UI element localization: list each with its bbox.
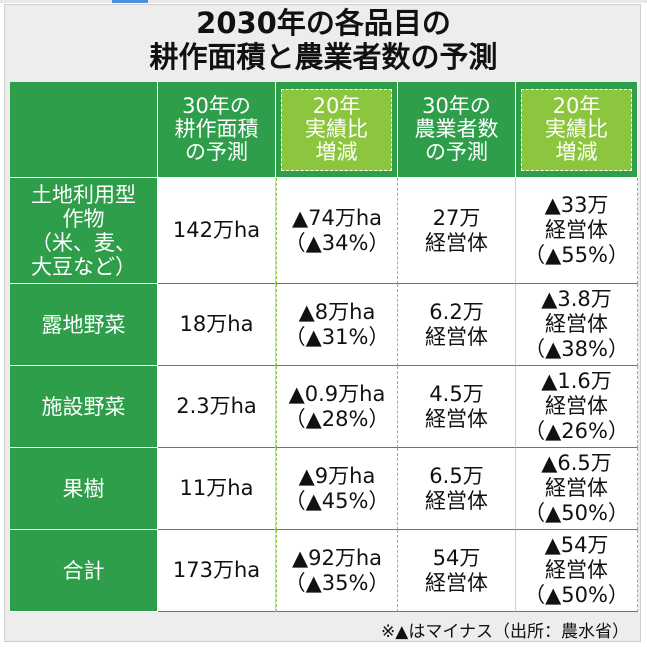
header-corner <box>10 82 158 178</box>
title-line-2: 耕作面積と農業者数の予測 <box>149 40 498 74</box>
source-note: ※▲はマイナス（出所：農水省） <box>381 622 629 642</box>
header-row: 30年の 耕作面積 の予測 20年 実績比 増減 30年の 農業者数 の予測 20年 実績比増… <box>10 82 638 178</box>
area-forecast-value: 11万ha <box>158 448 276 530</box>
table-row: 施設野菜 2.3万ha ▲0.9万ha （▲28%） 4.5万 経営体 ▲1.6万経… <box>10 366 638 448</box>
top-bar-accent <box>112 0 148 3</box>
farmers-forecast-value: 6.5万 経営体 <box>398 448 516 530</box>
row-label-total: 合計 <box>10 530 158 612</box>
row-label-open-field-vegetables: 露地野菜 <box>10 284 158 366</box>
area-forecast-value: 2.3万ha <box>158 366 276 448</box>
area-forecast-value: 173万ha <box>158 530 276 612</box>
table-row: 露地野菜 18万ha ▲8万ha （▲31%） 6.2万 経営体 ▲3.8万 経営体（… <box>10 284 638 366</box>
farmers-forecast-value: 4.5万 経営体 <box>398 366 516 448</box>
area-change-value: ▲8万ha （▲31%） <box>276 284 398 366</box>
header-farmers-forecast: 30年の 農業者数 の予測 <box>398 82 516 178</box>
row-label-greenhouse-vegetables: 施設野菜 <box>10 366 158 448</box>
forecast-table: 30年の 耕作面積 の予測 20年 実績比 増減 30年の 農業者数 の予測 20年 実績比増… <box>10 82 638 612</box>
header-area-forecast: 30年の 耕作面積 の予測 <box>158 82 276 178</box>
area-change-value: ▲0.9万ha （▲28%） <box>276 366 398 448</box>
header-area-change: 20年 実績比 増減 <box>276 82 398 178</box>
figure-title: 2030年の各品目の 耕作面積と農業者数の予測 <box>0 6 647 74</box>
header-farmers-change: 20年 実績比 増減 <box>516 82 638 178</box>
area-forecast-value: 18万ha <box>158 284 276 366</box>
area-change-value: ▲9万ha （▲45%） <box>276 448 398 530</box>
table-row: 合計 173万ha ▲92万ha （▲35%） 54万 経営体 ▲54万 経営体 （▲5… <box>10 530 638 612</box>
area-change-value: ▲92万ha （▲35%） <box>276 530 398 612</box>
row-label-land-crops: 土地利用型 作物 （米、麦、 大豆など） <box>10 178 158 284</box>
table-row: 土地利用型 作物 （米、麦、 大豆など） 142万ha ▲74万ha （▲34%） 27… <box>10 178 638 284</box>
area-forecast-value: 142万ha <box>158 178 276 284</box>
farmers-change-value: ▲3.8万 経営体 （▲38%） <box>516 284 638 366</box>
table-row: 果樹 11万ha ▲9万ha （▲45%） 6.5万 経営体 ▲6.5万 経営体 （▲5… <box>10 448 638 530</box>
farmers-forecast-value: 6.2万 経営体 <box>398 284 516 366</box>
farmers-change-value: ▲1.6万 経営体 （▲26%） <box>516 366 638 448</box>
farmers-change-value: ▲33万 経営体 （▲55%） <box>516 178 638 284</box>
farmers-forecast-value: 54万 経営体 <box>398 530 516 612</box>
farmers-change-value: ▲54万 経営体 （▲50%） <box>516 530 638 612</box>
farmers-change-value: ▲6.5万 経営体 （▲50%） <box>516 448 638 530</box>
area-change-value: ▲74万ha （▲34%） <box>276 178 398 284</box>
farmers-forecast-value: 27万 経営体 <box>398 178 516 284</box>
title-line-1: 2030年の各品目の <box>196 6 451 40</box>
row-label-fruit-trees: 果樹 <box>10 448 158 530</box>
top-bar <box>0 0 647 3</box>
